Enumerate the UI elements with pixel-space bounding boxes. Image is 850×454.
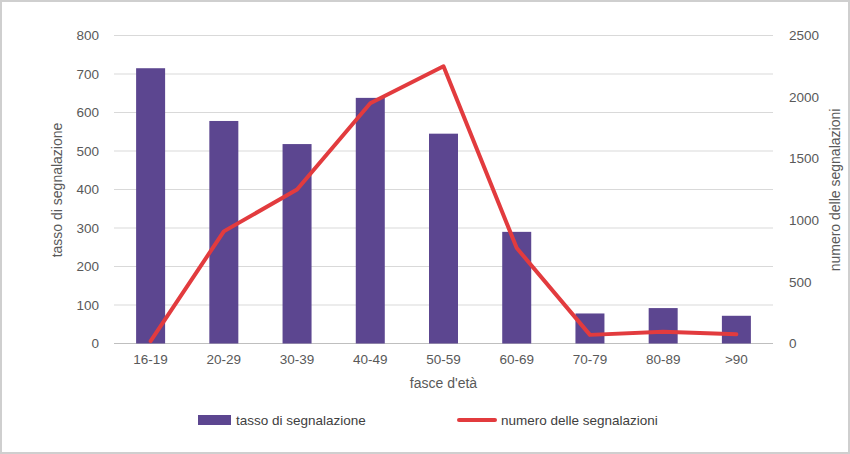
legend-item-line-series: numero delle segnalazioni: [457, 410, 658, 430]
x-axis-title: fasce d'età: [114, 375, 773, 391]
bar: [722, 316, 751, 344]
x-axis-tick-label: >90: [725, 352, 748, 367]
right-axis-tick-label: 500: [789, 275, 812, 290]
left-axis-tick-label: 100: [76, 298, 99, 313]
x-axis-tick-label: 60-69: [499, 352, 534, 367]
left-axis-tick-label: 300: [76, 221, 99, 236]
legend-item-bar-series: tasso di segnalazione: [198, 410, 366, 430]
bar: [575, 313, 604, 343]
bar: [283, 144, 312, 343]
left-axis-tick-label: 200: [76, 259, 99, 274]
right-axis-tick-label: 0: [789, 336, 797, 351]
right-axis-tick-label: 1000: [789, 213, 819, 228]
x-axis-tick-label: 70-79: [573, 352, 608, 367]
left-axis-tick-label: 400: [76, 182, 99, 197]
left-axis-title: tasso di segnalazione: [49, 100, 65, 280]
right-axis-tick-label: 1500: [789, 151, 819, 166]
bar: [429, 134, 458, 344]
right-axis-tick-label: 2000: [789, 90, 819, 105]
x-axis-tick-label: 20-29: [207, 352, 242, 367]
x-axis-tick-label: 30-39: [280, 352, 315, 367]
bar: [136, 68, 165, 343]
x-axis-tick-label: 80-89: [646, 352, 681, 367]
legend: tasso di segnalazione numero delle segna…: [2, 410, 850, 434]
x-axis-tick-label: 50-59: [426, 352, 461, 367]
left-axis-tick-label: 0: [91, 336, 99, 351]
right-axis-title: numero delle segnalazioni: [827, 90, 843, 290]
bar: [356, 98, 385, 344]
legend-label-line-series: numero delle segnalazioni: [501, 413, 658, 428]
x-axis-tick-label: 16-19: [133, 352, 168, 367]
right-axis-tick-label: 2500: [789, 28, 819, 43]
left-axis-tick-label: 800: [76, 28, 99, 43]
left-axis-tick-label: 600: [76, 105, 99, 120]
line-series-swatch: [457, 418, 497, 422]
chart-frame: 0 100 200 300 400 500 600 700 800 0 500 1000 1500 200…: [0, 0, 850, 454]
bar: [649, 308, 678, 343]
left-axis-tick-label: 500: [76, 144, 99, 159]
bar-series-swatch: [198, 415, 231, 425]
legend-label-bar-series: tasso di segnalazione: [236, 413, 366, 428]
left-axis-tick-label: 700: [76, 67, 99, 82]
x-axis-tick-label: 40-49: [353, 352, 388, 367]
